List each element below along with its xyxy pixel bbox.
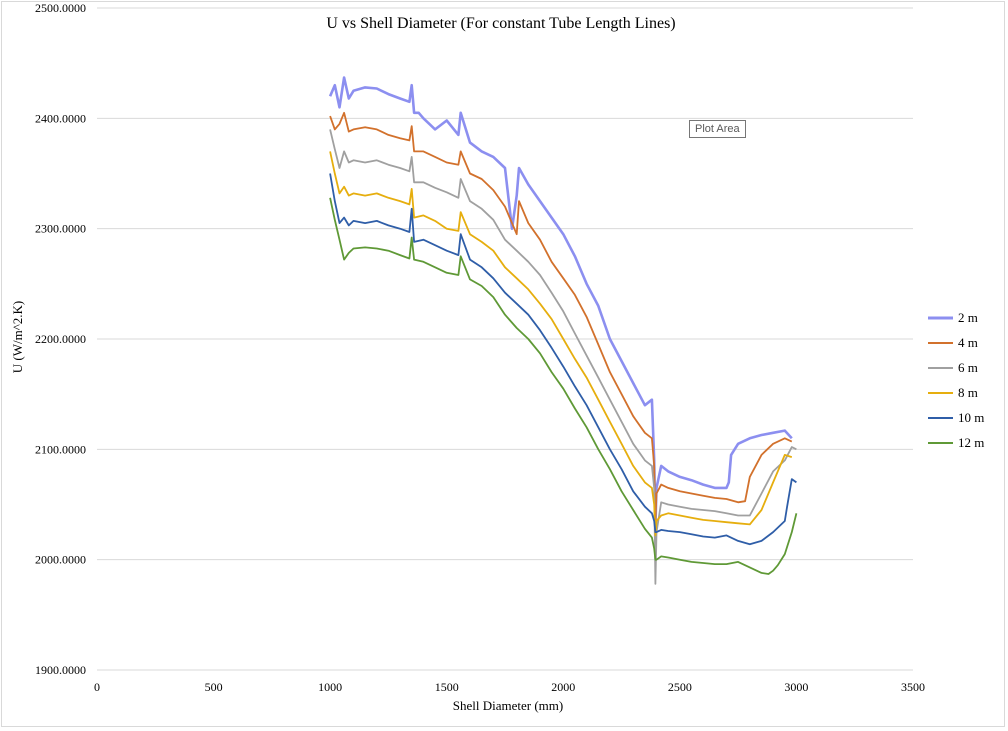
x-tick-label: 1000 — [318, 680, 342, 694]
x-tick-label: 2000 — [551, 680, 575, 694]
x-tick-label: 1500 — [435, 680, 459, 694]
series-line-8m — [329, 151, 793, 537]
gridlines — [97, 7, 913, 561]
x-axis-title: Shell Diameter (mm) — [453, 698, 563, 713]
y-axis-ticks: 1900.0000 2000.0000 2100.0000 2200.0000 2300… — [35, 1, 86, 677]
y-tick-label: 2500.0000 — [35, 1, 86, 15]
legend-label: 8 m — [958, 385, 978, 400]
legend-label: 4 m — [958, 335, 978, 350]
legend-label: 2 m — [958, 310, 978, 325]
y-axis-title: U (W/m^2.K) — [10, 301, 25, 374]
y-tick-label: 2100.0000 — [35, 442, 86, 456]
legend-label: 12 m — [958, 435, 984, 450]
x-axis-ticks: 0 500 1000 1500 2000 2500 3000 3500 — [94, 680, 925, 694]
legend-label: 10 m — [958, 410, 984, 425]
legend-label: 6 m — [958, 360, 978, 375]
x-tick-label: 3500 — [901, 680, 925, 694]
series-line-2m — [328, 76, 793, 528]
series-line-6m — [329, 129, 797, 585]
series-line-4m — [329, 111, 793, 522]
chart-title: U vs Shell Diameter (For constant Tube L… — [326, 15, 675, 32]
y-tick-label: 2200.0000 — [35, 332, 86, 346]
x-tick-label: 0 — [94, 680, 100, 694]
y-tick-label: 2400.0000 — [35, 111, 86, 125]
y-tick-label: 1900.0000 — [35, 663, 86, 677]
series-line-10m — [329, 173, 797, 546]
plot-area-tooltip: Plot Area — [689, 120, 746, 138]
x-tick-label: 3000 — [784, 680, 808, 694]
x-tick-label: 2500 — [668, 680, 692, 694]
y-tick-label: 2300.0000 — [35, 222, 86, 236]
y-tick-label: 2000.0000 — [35, 553, 86, 567]
x-tick-label: 500 — [205, 680, 223, 694]
series-lines — [328, 76, 798, 585]
legend: 2 m 4 m 6 m 8 m 10 m 12 m — [928, 310, 984, 450]
series-line-12m — [329, 197, 798, 575]
